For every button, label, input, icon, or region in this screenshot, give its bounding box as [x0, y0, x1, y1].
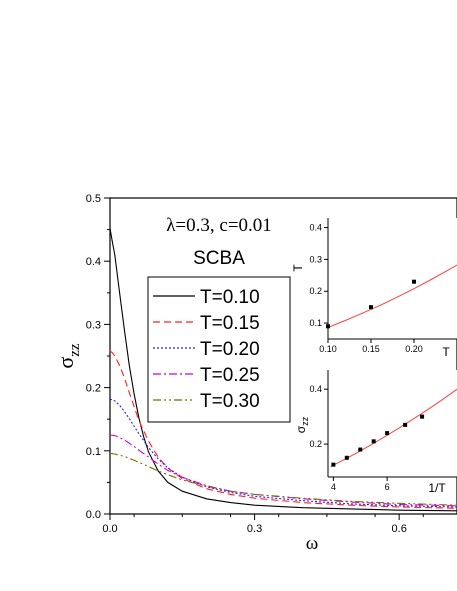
- inset-bottom-background: [328, 370, 457, 477]
- inset-bottom-y-label-symbol: σ: [294, 425, 308, 433]
- inset-1-y-tick-label-1: 0.2: [309, 286, 322, 296]
- legend-label-1: T=0.15: [200, 313, 260, 334]
- inset-1-point-2: [412, 279, 416, 284]
- y-tick-label-0: 0.0: [86, 509, 101, 521]
- inset-1-point-1: [369, 305, 373, 310]
- inset-1-x-tick-label-2: 0.20: [405, 344, 423, 354]
- inset-top-y-label: T: [291, 264, 305, 272]
- y-tick-label-1: 0.1: [86, 446, 101, 458]
- inset-2-point-0: [331, 462, 336, 467]
- y-tick-label-3: 0.3: [86, 319, 101, 331]
- y-tick-label-4: 0.4: [86, 256, 101, 268]
- legend-label-4: T=0.30: [200, 391, 260, 412]
- inset-bottom-content: [330, 388, 457, 468]
- main-chart: 0.0 0.3 0.60.00.10.20.30.40.5 ω σzz λ=0.3,…: [53, 193, 457, 554]
- inset-2-point-1: [344, 455, 349, 460]
- inset-2-point-4: [385, 431, 390, 436]
- y-tick-label-2: 0.2: [86, 383, 101, 395]
- x-axis-label: ω: [306, 533, 319, 554]
- inset-bottom-y-label: σzz: [294, 416, 310, 433]
- inset-2-x-tick-label-0: 4: [331, 482, 336, 492]
- annotation-method: SCBA: [193, 248, 245, 269]
- series-line-1: [109, 350, 457, 509]
- inset-2-point-2: [358, 447, 363, 452]
- inset-bottom: 4 6 0.2 0.4 1/T σzz: [294, 370, 457, 495]
- inset-2-x-tick-label-1: 6: [385, 482, 390, 492]
- annotation-params: λ=0.3, c=0.01: [166, 215, 272, 236]
- legend-label-2: T=0.20: [200, 339, 260, 360]
- series-line-0: [109, 228, 457, 512]
- inset-top: 0.10 0.15 0.20 0.1 0.2 0.3 0.4 T T: [291, 218, 457, 359]
- inset-2-point-5: [403, 422, 408, 427]
- legend-label-3: T=0.25: [200, 365, 260, 386]
- main-series-group: [109, 228, 457, 512]
- inset-1-x-tick-label-0: 0.10: [319, 344, 337, 354]
- fit-line-2: [330, 388, 457, 468]
- inset-bottom-x-label: 1/T: [428, 481, 446, 495]
- inset-1-y-tick-label-3: 0.4: [309, 223, 322, 233]
- inset-2-point-3: [371, 439, 376, 444]
- inset-bottom-y-label-subscript: zz: [300, 416, 310, 426]
- main-axes: 0.0 0.3 0.6 0.0 0.1 0.2 0.3 0.4 0.5: [86, 193, 424, 535]
- inset-2-point-6: [420, 414, 425, 419]
- y-axis-label-symbol: σ: [53, 357, 78, 369]
- x-tick-label-2: 0.6: [392, 523, 407, 535]
- inset-top-x-label: T: [442, 345, 450, 359]
- series-line-3: [109, 434, 457, 507]
- x-tick-label-1: 0.3: [247, 523, 262, 535]
- inset-1-x-tick-label-1: 0.15: [362, 344, 380, 354]
- inset-2-y-tick-label-0: 0.2: [309, 439, 322, 449]
- legend-label-0: T=0.10: [200, 287, 260, 308]
- inset-top-background: [328, 218, 457, 339]
- series-line-2: [109, 398, 457, 508]
- y-axis-label-subscript: zz: [67, 343, 83, 357]
- x-tick-label-0: 0.0: [102, 523, 117, 535]
- inset-1-y-tick-label-0: 0.1: [309, 318, 322, 328]
- fit-line-1: [327, 264, 457, 328]
- inset-2-y-tick-label-1: 0.4: [309, 384, 322, 394]
- y-tick-label-5: 0.5: [86, 193, 101, 205]
- inset-1-y-tick-label-2: 0.3: [309, 254, 322, 264]
- legend: T=0.10 T=0.15 T=0.20 T=0.25 T=0.30: [147, 276, 291, 423]
- legend-frame: [147, 276, 291, 423]
- y-axis-label: σzz: [53, 343, 83, 369]
- inset-bottom-axes: 4 6 0.2 0.4: [309, 370, 457, 492]
- inset-top-axes: 0.10 0.15 0.20 0.1 0.2 0.3 0.4: [309, 218, 457, 354]
